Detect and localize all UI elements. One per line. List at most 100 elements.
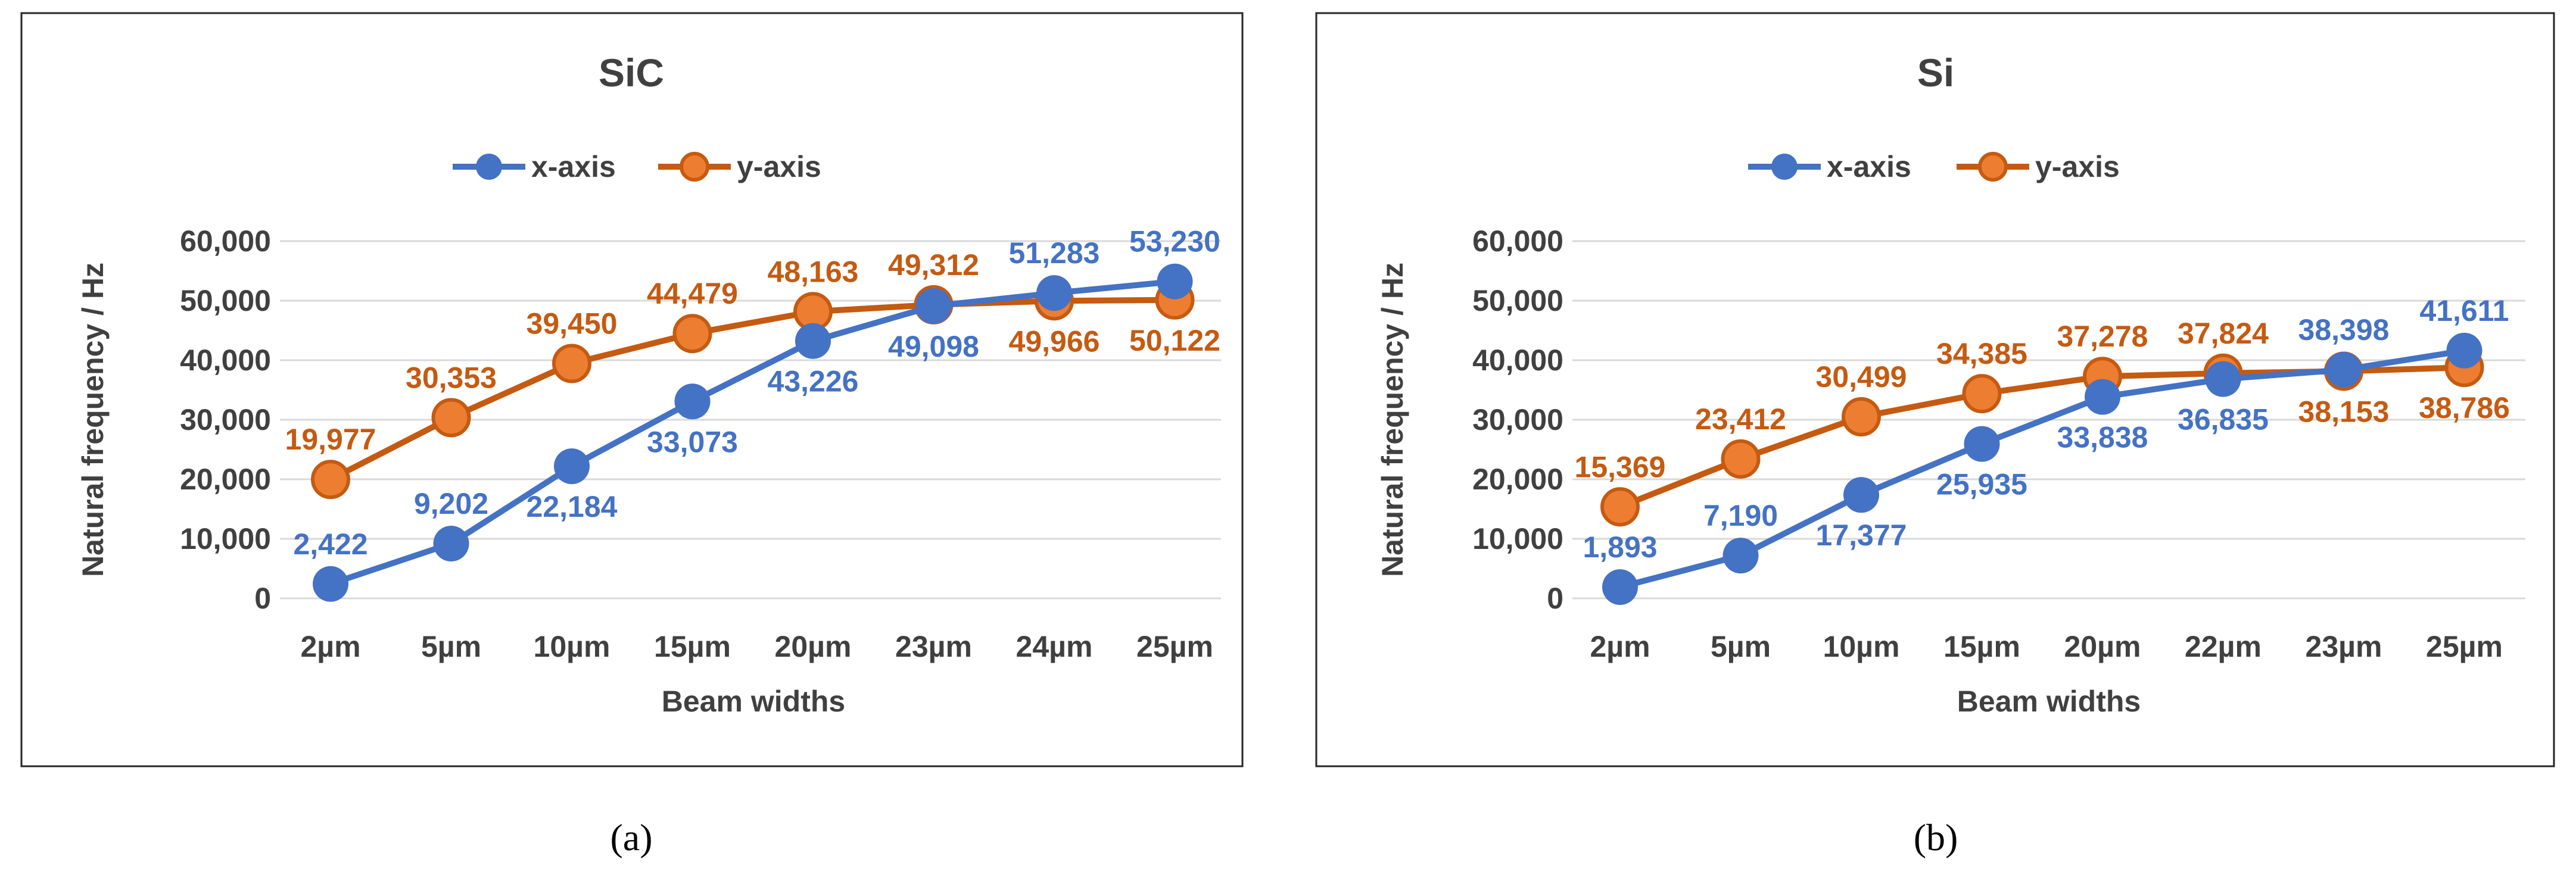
chart-sic: SiC x-axis y-axis 0 10,000 20,000 30,000 40,… xyxy=(20,12,1244,767)
data-label-y-axis: 19,977 xyxy=(285,423,376,456)
chart-frame xyxy=(20,12,1244,767)
caption-a: (a) xyxy=(610,816,652,859)
y-tick-label: 20,000 xyxy=(180,463,271,496)
x-tick-label: 5µm xyxy=(421,630,481,663)
data-point-x-axis xyxy=(2085,379,2120,415)
data-labels: 1,893 7,190 17,377 25,935 33,838 36,835 38,398… xyxy=(1575,294,2510,564)
data-point-x-axis xyxy=(2205,361,2241,397)
data-label-x-axis: 17,377 xyxy=(1816,519,1907,552)
data-point-y-axis xyxy=(311,460,350,500)
data-point-x-axis xyxy=(1157,263,1193,299)
data-point-x-axis xyxy=(1964,426,2000,462)
chart-si: Si x-axis y-axis 0 10,000 20,000 30,000 40,0… xyxy=(1315,12,2555,767)
legend-x-axis-marker xyxy=(1771,154,1798,180)
gridlines xyxy=(280,240,1221,600)
data-point-x-axis xyxy=(1722,538,1759,574)
x-tick-label: 15µm xyxy=(1943,630,2020,663)
data-label-x-axis: 51,283 xyxy=(1009,236,1100,270)
x-tick-label: 2µm xyxy=(1590,630,1650,663)
x-tick-label: 22µm xyxy=(2185,630,2262,663)
x-tick-label: 25µm xyxy=(1136,630,1213,663)
data-labels: 2,422 9,202 22,184 33,073 43,226 49,098 51,283… xyxy=(285,225,1220,561)
chart-title: Si xyxy=(1917,51,1954,95)
legend-x-axis-label: x-axis xyxy=(531,150,616,183)
y-axis-title: Natural frequency / Hz xyxy=(1376,263,1409,577)
y-tick-labels: 0 10,000 20,000 30,000 40,000 50,000 60,000 xyxy=(1472,224,1563,615)
x-tick-labels: 2µm 5µm 10µm 15µm 20µm 22µm 23µm 25µm xyxy=(1590,630,2502,663)
data-label-y-axis: 49,312 xyxy=(888,248,979,282)
legend: x-axis y-axis xyxy=(453,150,821,183)
data-point-x-axis xyxy=(1602,569,1638,606)
y-tick-label: 40,000 xyxy=(1472,344,1563,377)
y-tick-label: 60,000 xyxy=(1472,224,1563,258)
data-label-y-axis: 30,499 xyxy=(1816,360,1907,394)
data-point-x-axis xyxy=(674,383,711,420)
y-tick-label: 20,000 xyxy=(1472,463,1563,496)
data-label-y-axis: 30,353 xyxy=(406,361,497,394)
x-tick-labels: 2µm 5µm 10µm 15µm 20µm 23µm 24µm 25µm xyxy=(300,630,1213,663)
data-label-y-axis: 38,153 xyxy=(2298,395,2390,428)
legend-x-axis-label: x-axis xyxy=(1827,150,1911,183)
legend-y-axis-marker xyxy=(1978,152,2008,182)
data-label-y-axis: 48,163 xyxy=(768,255,859,288)
data-point-x-axis xyxy=(2326,352,2362,388)
gridlines xyxy=(1572,240,2525,600)
data-point-x-axis xyxy=(433,525,469,561)
x-tick-label: 25µm xyxy=(2426,630,2503,663)
data-point-y-axis xyxy=(1962,374,2002,414)
y-tick-label: 50,000 xyxy=(1472,284,1563,317)
y-tick-label: 10,000 xyxy=(1472,522,1563,555)
data-point-y-axis xyxy=(1600,487,1640,527)
x-tick-label: 23µm xyxy=(895,630,972,663)
series-line-y-axis xyxy=(329,297,1175,482)
data-label-y-axis: 39,450 xyxy=(527,307,618,341)
data-label-x-axis: 49,098 xyxy=(888,330,979,363)
chart-frame xyxy=(1315,12,2555,767)
data-label-x-axis: 22,184 xyxy=(527,490,618,523)
data-label-y-axis: 44,479 xyxy=(647,277,738,310)
x-tick-label: 10µm xyxy=(534,630,610,663)
data-label-x-axis: 25,935 xyxy=(1936,468,2027,501)
data-label-x-axis: 43,226 xyxy=(768,365,859,398)
data-point-x-axis xyxy=(1036,275,1072,311)
data-point-y-axis xyxy=(431,398,471,438)
data-label-y-axis: 23,412 xyxy=(1695,402,1786,436)
x-tick-label: 10µm xyxy=(1823,630,1900,663)
data-point-x-axis xyxy=(554,448,590,485)
data-label-y-axis: 37,824 xyxy=(2178,317,2269,350)
y-tick-labels: 0 10,000 20,000 30,000 40,000 50,000 60,000 xyxy=(180,224,271,615)
x-tick-label: 23µm xyxy=(2306,630,2382,663)
data-label-y-axis: 50,122 xyxy=(1129,324,1220,357)
data-point-x-axis xyxy=(915,288,952,324)
data-label-x-axis: 53,230 xyxy=(1129,225,1220,258)
y-axis-title: Natural frequency / Hz xyxy=(76,263,110,577)
data-point-x-axis xyxy=(2446,332,2482,369)
y-tick-label: 50,000 xyxy=(180,284,271,317)
x-tick-label: 2µm xyxy=(300,630,360,663)
y-tick-label: 40,000 xyxy=(180,344,271,377)
series-line-x-axis xyxy=(1619,347,2465,590)
legend-y-axis-marker xyxy=(680,152,709,182)
y-tick-label: 60,000 xyxy=(180,224,271,258)
data-label-y-axis: 38,786 xyxy=(2419,391,2510,425)
data-label-y-axis: 15,369 xyxy=(1575,450,1666,483)
caption-b: (b) xyxy=(1914,816,1958,859)
x-tick-label: 20µm xyxy=(775,630,852,663)
y-tick-label: 0 xyxy=(1547,582,1563,615)
x-tick-label: 20µm xyxy=(2064,630,2141,663)
data-label-x-axis: 36,835 xyxy=(2178,403,2269,436)
data-label-x-axis: 2,422 xyxy=(293,528,367,561)
data-point-x-axis xyxy=(1843,477,1879,513)
data-label-x-axis: 9,202 xyxy=(414,487,488,520)
y-tick-label: 0 xyxy=(254,582,271,615)
series xyxy=(1600,332,2484,606)
chart-title: SiC xyxy=(599,51,664,95)
data-label-x-axis: 38,398 xyxy=(2298,313,2390,347)
data-point-x-axis xyxy=(795,323,831,359)
data-label-y-axis: 34,385 xyxy=(1936,337,2027,370)
y-tick-label: 10,000 xyxy=(180,522,271,555)
data-point-x-axis xyxy=(313,566,348,602)
data-point-y-axis xyxy=(552,344,591,383)
x-axis-title: Beam widths xyxy=(662,685,845,718)
